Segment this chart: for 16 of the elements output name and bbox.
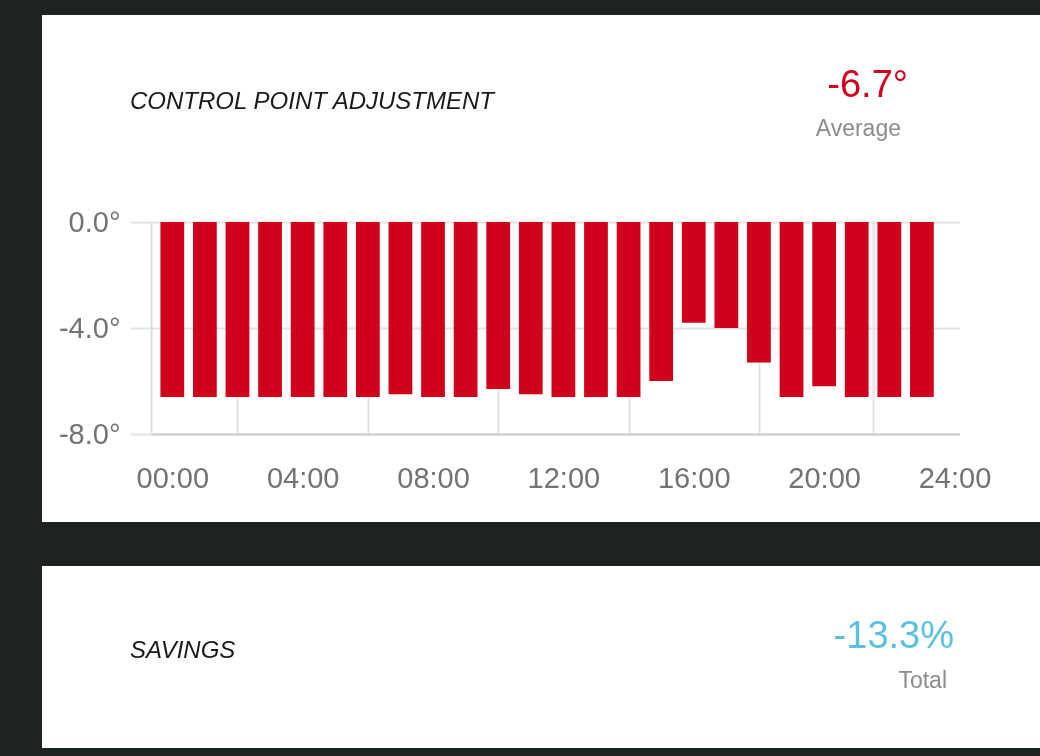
x-tick-label: 16:00 [657,461,731,494]
x-tick-label: 04:00 [266,461,340,494]
x-tick-label: 20:00 [788,461,861,494]
x-tick-label: 12:00 [527,461,601,494]
x-tick-label: 24:00 [918,461,992,494]
text: Total [898,667,947,693]
y-tick-label: -8.0° [58,417,121,450]
text: -13.3% [833,614,954,656]
y-tick-label: 0.0° [68,205,121,238]
x-tick-label: 08:00 [397,461,470,494]
chart-title: CONTROL POINT ADJUSTMENT [130,87,497,114]
text: -6.7° [827,63,908,105]
text: Average [815,115,901,141]
text: SAVINGS [130,636,236,663]
x-tick-label: 00:00 [136,461,210,494]
y-tick-label: -4.0° [58,311,121,344]
